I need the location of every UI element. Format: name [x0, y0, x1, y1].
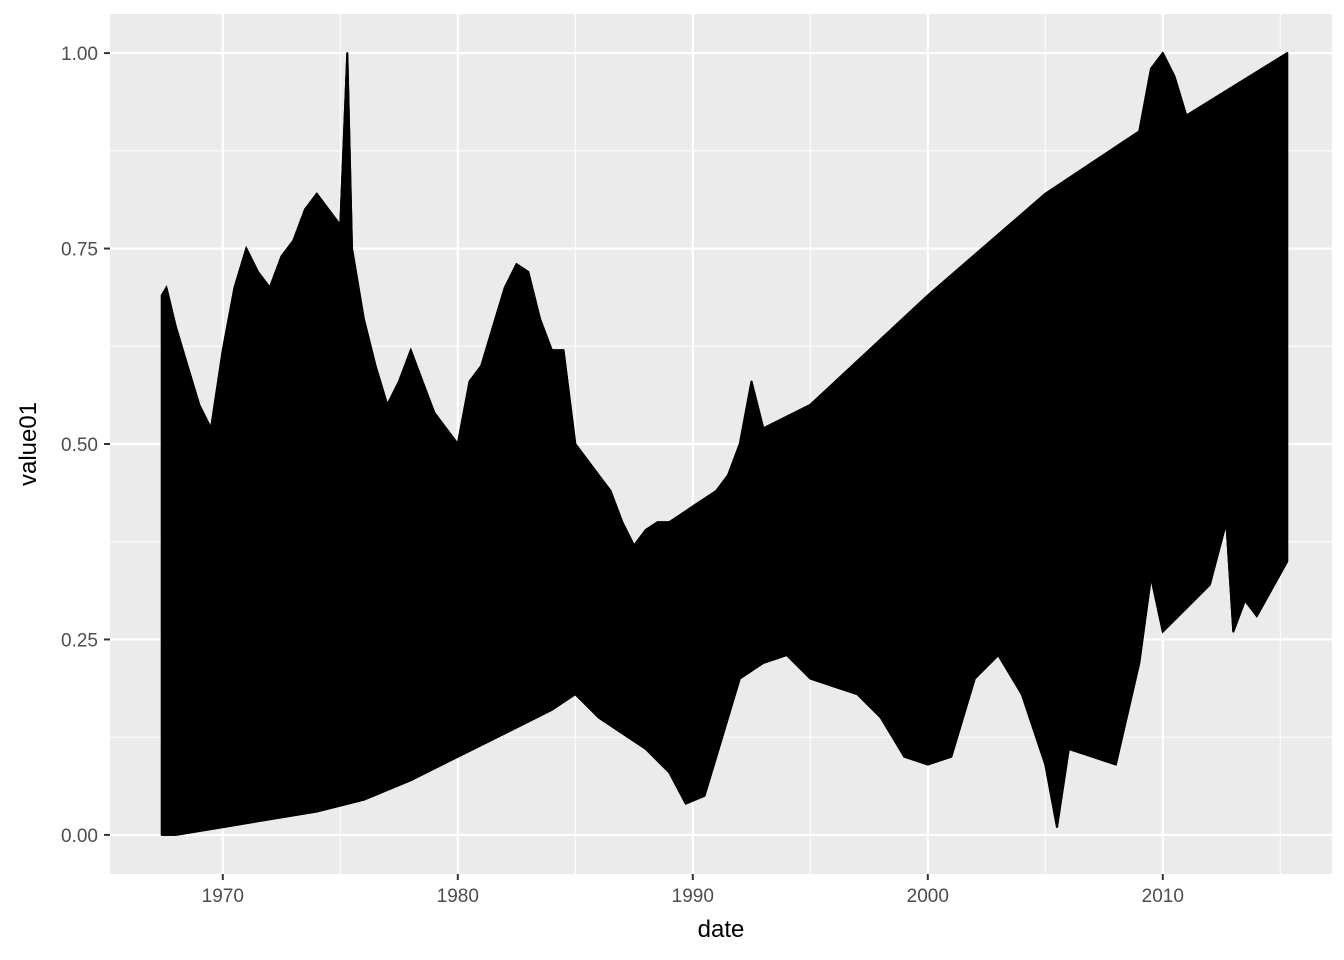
x-tick-label: 1990 — [672, 886, 714, 907]
x-tick-label: 1970 — [202, 886, 244, 907]
y-tick-label: 0.00 — [61, 826, 98, 847]
y-axis-ticks: 0.00 0.25 0.50 0.75 1.00 — [61, 44, 110, 847]
x-axis-ticks: 1970 1980 1990 2000 2010 — [202, 874, 1184, 907]
series-upper-line — [160, 51, 1288, 548]
y-tick-label: 0.75 — [61, 240, 98, 261]
x-tick-label: 1980 — [437, 886, 479, 907]
x-axis-title: date — [698, 916, 745, 943]
x-tick-label: 2010 — [1142, 886, 1184, 907]
y-tick-label: 0.25 — [61, 630, 98, 651]
series-lower-line — [161, 521, 1289, 836]
y-tick-label: 1.00 — [61, 44, 98, 65]
y-axis-title: value01 — [15, 402, 42, 486]
x-tick-label: 2000 — [907, 886, 949, 907]
y-tick-label: 0.50 — [61, 435, 98, 456]
series-layer — [160, 51, 1289, 836]
